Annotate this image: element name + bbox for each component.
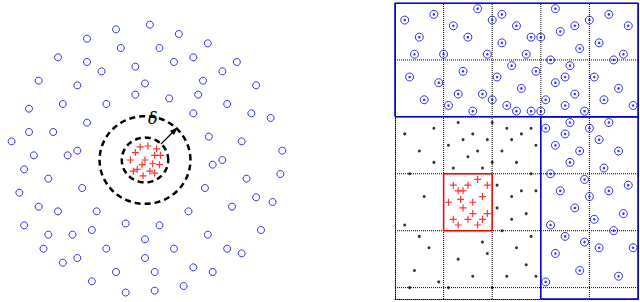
svg-text:δ: δ xyxy=(148,109,158,128)
